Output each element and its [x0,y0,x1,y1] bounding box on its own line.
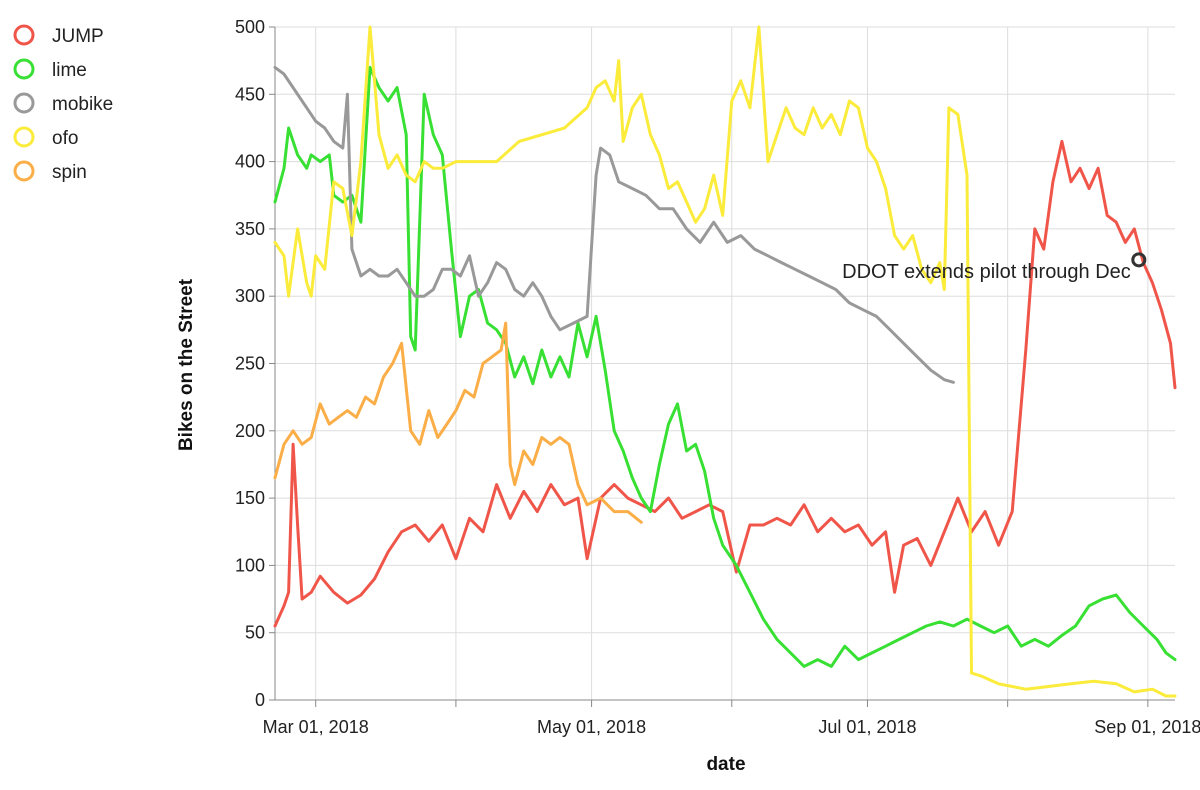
series-line-mobike [273,65,955,384]
y-tick-label: 0 [255,690,265,710]
x-tick-label: Mar 01, 2018 [263,717,369,737]
y-axis: 0 50 100 150 200 250 300 350 400 450 500 [235,17,276,710]
legend-label-jump: JUMP [52,26,104,47]
y-tick-label: 300 [235,286,265,306]
x-tick-label: Jul 01, 2018 [818,717,916,737]
gridlines [275,26,1175,701]
series-line-lime [273,65,1177,668]
y-axis-title: Bikes on the Street [176,278,197,451]
annotations: DDOT extends pilot through Dec [842,252,1147,283]
series-line-spin [273,321,643,524]
series-lines [273,25,1177,698]
y-tick-label: 200 [235,421,265,441]
y-tick-label: 100 [235,555,265,575]
legend-symbol-jump [13,24,35,46]
legend-symbol-spin [13,160,35,182]
legend-label-ofo: ofo [52,128,78,149]
series-line-jump [273,139,1177,628]
legend-symbol-lime [13,58,35,80]
legend: JUMP lime mobike ofo spin [13,24,113,183]
x-tick-label: Sep 01, 2018 [1094,717,1200,737]
y-tick-label: 250 [235,354,265,374]
y-tick-label: 350 [235,219,265,239]
legend-symbol-ofo [13,126,35,148]
x-axis: Mar 01, 2018 May 01, 2018 Jul 01, 2018 Sep … [263,699,1200,737]
y-tick-label: 450 [235,84,265,104]
y-tick-label: 150 [235,488,265,508]
legend-symbol-mobike [13,92,35,114]
legend-label-lime: lime [52,60,87,81]
legend-label-mobike: mobike [52,94,113,115]
y-tick-label: 400 [235,152,265,172]
series-line-ofo [273,25,1177,698]
x-axis-title: date [706,754,745,775]
y-tick-label: 500 [235,17,265,37]
legend-label-spin: spin [52,162,87,183]
annotation-marker [1131,252,1147,268]
y-tick-label: 50 [245,623,265,643]
annotation-label: DDOT extends pilot through Dec [842,261,1131,283]
x-tick-label: May 01, 2018 [537,717,646,737]
